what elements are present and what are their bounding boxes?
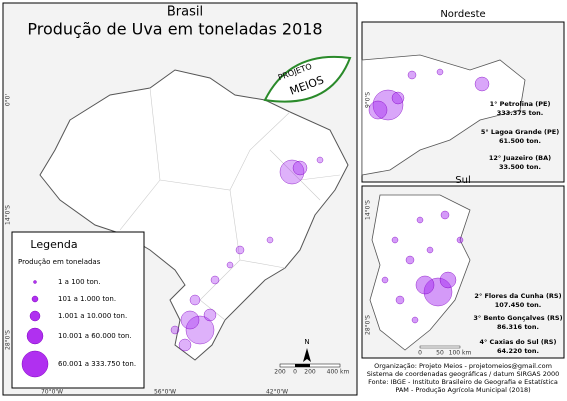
credit-line: PAM - Produção Agrícola Municipal (2018)	[395, 386, 530, 394]
bubbles	[170, 156, 324, 352]
lon-label: 56°0'W	[154, 389, 176, 396]
legend-item: 1.001 a 10.000 ton.	[58, 312, 127, 320]
subtitle: Produção de Uva em toneladas 2018	[27, 20, 322, 39]
label-name: 5° Lagoa Grande (PE)	[481, 128, 559, 136]
label-name: 12° Juazeiro (BA)	[489, 154, 551, 162]
nordeste-shape	[361, 54, 526, 176]
lat-label: 14°0'S	[5, 205, 12, 225]
label-name: 4° Caxias do Sul (RS)	[480, 338, 557, 346]
panel-title: Nordeste	[440, 9, 485, 20]
credit-line: Organização: Projeto Meios - projetomeio…	[374, 362, 552, 370]
scale-label: 50	[436, 350, 444, 357]
lat-label: 14°0'S	[365, 200, 372, 220]
credit-line: Fonte: IBGE - Instituto Brasileiro de Ge…	[368, 378, 558, 386]
bubbles	[368, 68, 490, 121]
lat-label: 28°0'S	[5, 330, 12, 350]
label-value: 64.220 ton.	[497, 347, 539, 355]
label-value: 333.375 ton.	[497, 109, 544, 117]
title: Brasil	[167, 5, 203, 20]
lon-label: 42°0'W	[266, 389, 288, 396]
scale-bar	[295, 364, 310, 367]
legend-item: 1 a 100 ton.	[58, 278, 100, 286]
north-label: N	[304, 338, 309, 346]
legend-item: 101 a 1.000 ton.	[58, 295, 116, 303]
lat-label: 0°0'	[5, 94, 12, 107]
scale-label: 400 km	[327, 369, 350, 376]
label-value: 107.450 ton.	[495, 301, 542, 309]
lat-label: 9°0'S	[365, 92, 372, 108]
credit-line: Sistema de coordenadas geográficas / dat…	[367, 370, 560, 378]
label-value: 61.500 ton.	[499, 137, 541, 145]
scale-label: 0	[418, 350, 422, 357]
legend-item: 60.001 a 333.750 ton.	[58, 360, 136, 368]
lon-label: 70°0'W	[41, 389, 63, 396]
sul-shape	[369, 194, 471, 351]
scale-label: 0	[293, 369, 297, 376]
scale-label: 200	[274, 369, 286, 376]
label-value: 33.500 ton.	[499, 163, 541, 171]
lat-label: 28°0'S	[365, 315, 372, 335]
scale-label: 100 km	[449, 350, 472, 357]
panel-title: Sul	[455, 175, 470, 186]
legend-title: Legenda	[30, 238, 77, 251]
legend-symbols	[21, 280, 49, 378]
label-name: 2° Flores da Cunha (RS)	[474, 292, 561, 300]
legend-item: 10.001 a 60.000 ton.	[58, 332, 132, 340]
legend-subtitle: Produção em toneladas	[18, 258, 101, 266]
scale-bar	[419, 345, 461, 349]
label-value: 86.316 ton.	[497, 323, 539, 331]
label-name: 1° Petrolina (PE)	[490, 100, 551, 108]
label-name: 3° Bento Gonçalves (RS)	[473, 314, 562, 322]
scale-label: 200	[304, 369, 316, 376]
north-arrow	[303, 348, 311, 362]
bubbles	[381, 210, 464, 324]
